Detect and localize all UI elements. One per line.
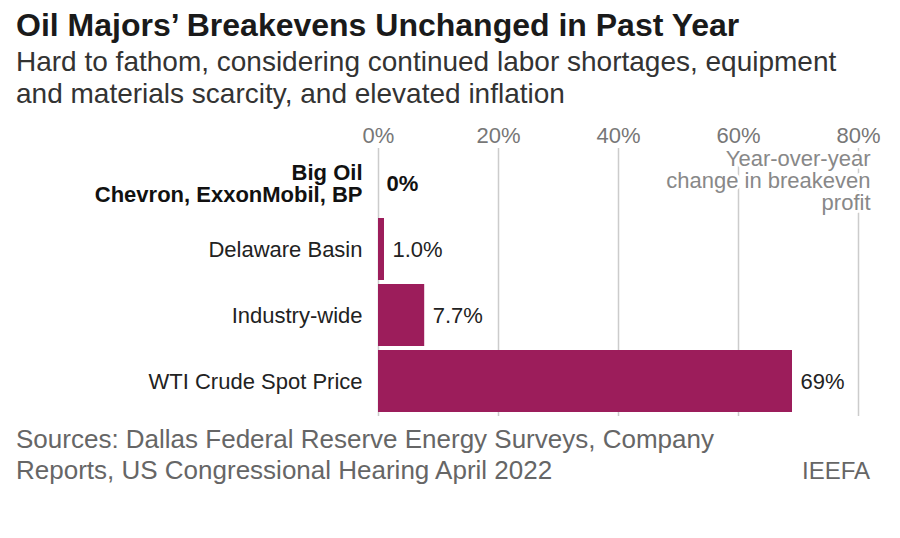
svg-text:Year-over-yearchange in breake: Year-over-yearchange in breakevenprofit (666, 146, 870, 215)
svg-text:1.0%: 1.0% (393, 237, 443, 262)
html-text:Oil Majors’ Breakevens Unchang: Oil Majors’ Breakevens Unchanged in Past… (16, 7, 740, 43)
html-text:Hard to fathom, considering co: Hard to fathom, considering continued la… (16, 46, 837, 109)
svg-text:0%: 0% (363, 123, 395, 148)
html-text:IEEFA: IEEFA (802, 457, 870, 484)
svg-text:Big OilChevron, ExxonMobil, BP: Big OilChevron, ExxonMobil, BP (95, 160, 363, 207)
svg-text:Delaware Basin: Delaware Basin (208, 237, 362, 262)
svg-text:60%: 60% (716, 123, 760, 148)
svg-text:80%: 80% (836, 123, 880, 148)
svg-text:WTI Crude Spot Price: WTI Crude Spot Price (149, 369, 363, 394)
svg-text:69%: 69% (801, 369, 845, 394)
svg-text:7.7%: 7.7% (433, 303, 483, 328)
svg-text:40%: 40% (596, 123, 640, 148)
html-text:Sources: Dallas Federal Reserv: Sources: Dallas Federal Reserve Energy S… (16, 424, 714, 485)
svg-text:0%: 0% (387, 171, 419, 196)
svg-text:Industry-wide: Industry-wide (232, 303, 363, 328)
svg-text:20%: 20% (476, 123, 520, 148)
